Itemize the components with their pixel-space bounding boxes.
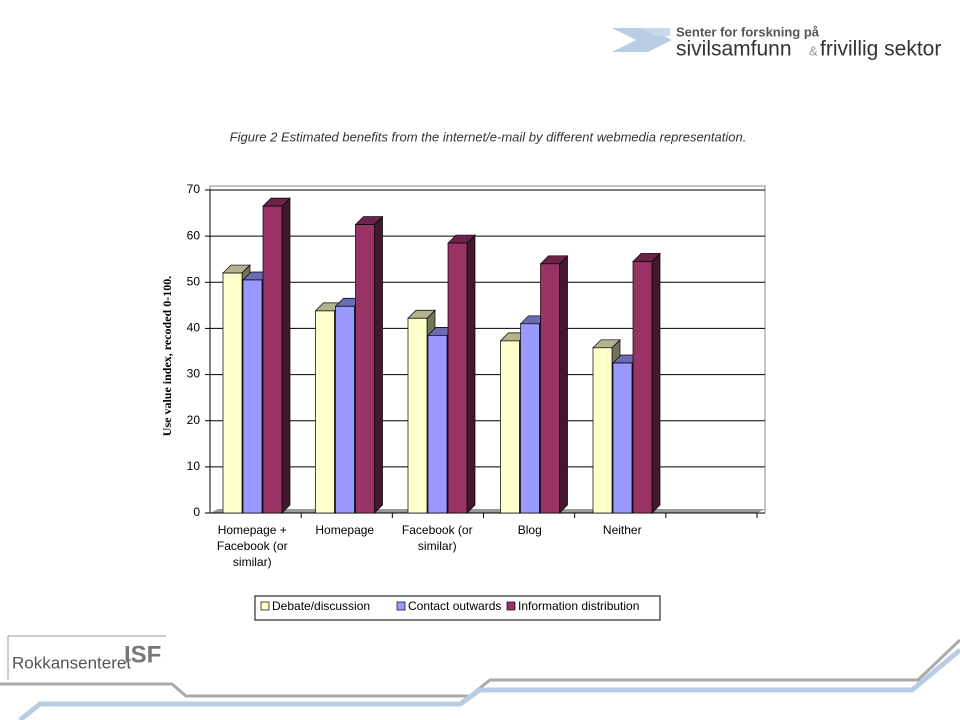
footer-logo: Rokkansenteret	[12, 653, 131, 672]
bar-front	[500, 340, 520, 514]
logo-text: frivillig sektor	[820, 38, 941, 61]
bar-front	[447, 242, 468, 514]
bar	[354, 215, 384, 514]
bar-front	[407, 317, 428, 514]
x-tick-label: Facebook (or similar)	[401, 523, 473, 553]
y-tick-label: 50	[187, 274, 201, 288]
chart-title: Figure 2 Estimated benefits from the int…	[230, 129, 747, 144]
legend-swatch	[506, 601, 516, 611]
bar-side	[281, 197, 291, 514]
x-tick-label: Blog	[517, 523, 542, 537]
y-tick-label: 60	[187, 228, 201, 242]
bar-side	[374, 215, 383, 514]
plot-area	[209, 185, 766, 514]
bar-front	[262, 205, 283, 514]
bar-side	[466, 234, 476, 514]
bar-side	[559, 254, 568, 514]
y-tick-label: 70	[187, 182, 201, 196]
x-tick-label: Homepage	[315, 523, 375, 537]
logo-shape	[640, 28, 670, 36]
bar-front	[632, 261, 653, 514]
logo-text: &	[809, 43, 818, 58]
y-tick-label: 20	[187, 413, 201, 427]
logo-text: sivilsamfunn	[676, 38, 792, 61]
bar-front	[592, 347, 613, 514]
y-tick-label: 30	[187, 367, 201, 381]
bar-front	[242, 279, 263, 514]
y-tick-label: 10	[187, 459, 201, 473]
bar	[262, 197, 291, 514]
legend	[254, 595, 661, 621]
bar-front	[612, 362, 633, 514]
bar	[539, 254, 569, 514]
bar	[447, 234, 476, 514]
y-tick-label: 0	[193, 505, 200, 519]
bar-front	[315, 310, 335, 514]
footer-logo: ISF	[124, 641, 161, 668]
floor	[210, 509, 765, 513]
bar-front	[355, 224, 375, 514]
x-tick-label: Neither	[602, 523, 642, 537]
legend-label: Debate/discussion	[272, 599, 370, 613]
legend-label: Information distribution	[518, 599, 639, 613]
bar-front	[222, 272, 243, 514]
legend-swatch	[396, 601, 406, 611]
y-tick-label: 40	[187, 321, 201, 335]
logo-text: Senter for forskning på	[676, 24, 820, 39]
y-axis-label: Use value index, recoded 0-100.	[160, 276, 174, 436]
bar	[632, 252, 661, 514]
legend-label: Contact outwards	[408, 599, 501, 613]
bar-front	[335, 305, 355, 514]
decor-line	[18, 648, 960, 720]
bar-front	[520, 323, 540, 514]
bar-front	[427, 335, 448, 514]
x-tick-label: Homepage + Facebook (or similar)	[216, 523, 288, 569]
bar-side	[651, 252, 661, 514]
bar-front	[540, 263, 560, 514]
legend-swatch	[260, 601, 270, 611]
